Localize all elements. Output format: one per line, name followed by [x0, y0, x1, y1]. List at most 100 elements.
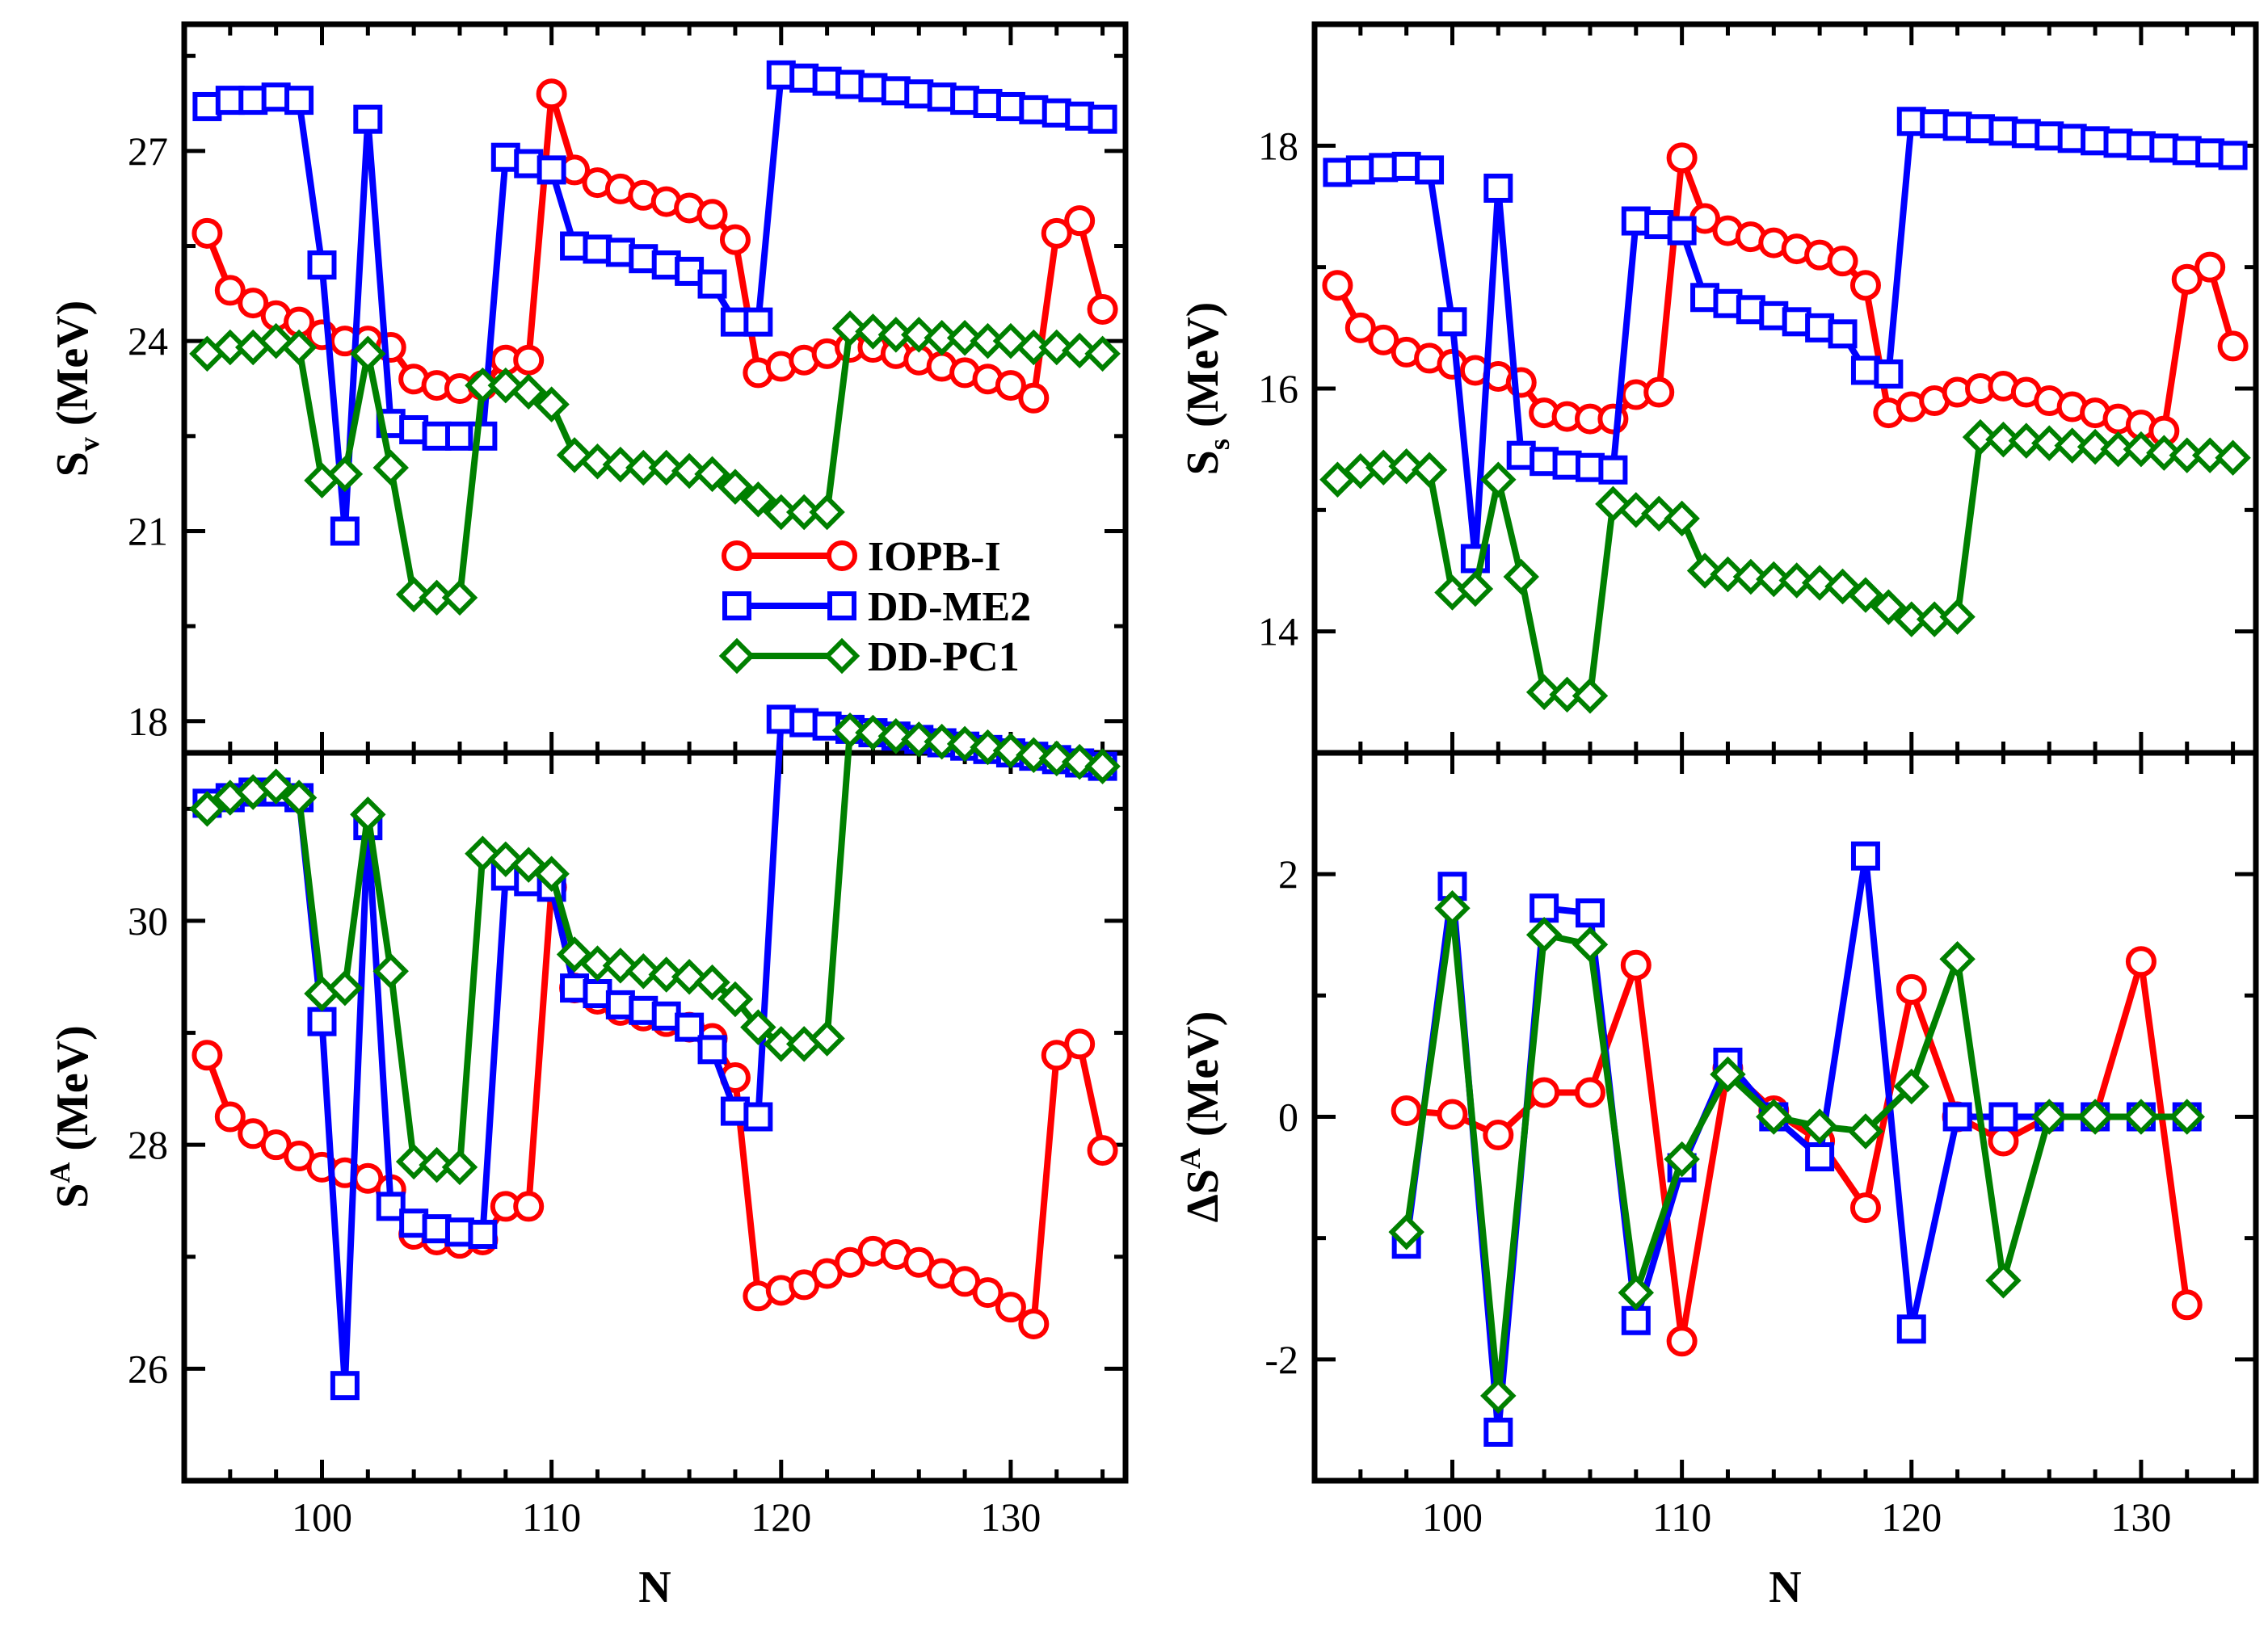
data-point	[2034, 121, 2064, 151]
x-axis-label: N	[1769, 1562, 1801, 1612]
data-point	[809, 1020, 845, 1057]
data-point	[2195, 138, 2225, 168]
y-axis-label: Sv (MeV)	[48, 301, 105, 477]
data-point	[1016, 329, 1052, 366]
data-point	[1572, 678, 1609, 714]
data-point	[1850, 355, 1880, 385]
y-tick-label: 27	[128, 128, 168, 174]
data-point	[214, 1101, 246, 1133]
data-point	[1618, 492, 1655, 528]
data-point	[533, 386, 570, 422]
legend-label: DD-PC1	[868, 634, 1020, 680]
data-point	[1525, 674, 1563, 711]
data-point	[422, 1214, 452, 1244]
data-point	[465, 367, 501, 404]
data-point	[1621, 1305, 1651, 1335]
data-point	[2171, 263, 2203, 295]
data-point	[697, 1035, 727, 1065]
y-tick-label: 26	[128, 1346, 168, 1391]
data-point	[995, 91, 1025, 121]
plot-frame	[181, 750, 1129, 1484]
data-point	[1896, 973, 1927, 1005]
data-point	[1411, 452, 1448, 488]
x-tick-label: 110	[522, 1494, 581, 1540]
data-point	[2146, 435, 2182, 471]
data-point	[372, 953, 409, 990]
data-point	[831, 712, 869, 749]
data-point	[602, 446, 639, 483]
data-point	[2123, 1099, 2160, 1135]
x-axis-label: N	[638, 1562, 671, 1612]
data-point	[625, 953, 662, 990]
data-point	[1849, 1192, 1881, 1224]
data-point	[238, 288, 269, 319]
x-tick-label: 120	[751, 1494, 811, 1540]
data-point	[1828, 319, 1858, 349]
data-point	[2077, 1099, 2114, 1135]
data-point	[533, 855, 570, 892]
legend-marker	[823, 637, 860, 675]
data-point	[1483, 1417, 1513, 1447]
data-point	[1503, 558, 1539, 595]
data-point	[970, 322, 1006, 359]
series-IOPB-I	[191, 78, 1118, 414]
data-point	[1437, 1099, 1468, 1130]
data-point	[1801, 565, 1838, 601]
data-point	[1041, 217, 1072, 249]
data-point	[444, 421, 474, 451]
data-point	[1064, 205, 1096, 237]
y-tick-label: 18	[1258, 123, 1298, 168]
series-line	[204, 884, 1106, 1327]
data-point	[1344, 312, 1376, 343]
legend-marker	[827, 540, 857, 571]
data-point	[2191, 437, 2228, 473]
data-point	[330, 1371, 360, 1401]
data-point	[625, 449, 662, 486]
data-point	[1870, 589, 1907, 625]
data-point	[1988, 1125, 2019, 1157]
data-point	[1061, 332, 1098, 369]
series-line	[1336, 118, 2234, 562]
data-point	[1621, 206, 1651, 236]
legend-item: DD-ME2	[722, 584, 1031, 630]
data-point	[831, 310, 869, 347]
data-point	[1434, 889, 1471, 927]
data-point	[1939, 941, 1976, 977]
data-point	[1732, 558, 1769, 595]
data-point	[924, 723, 960, 760]
data-point	[1664, 1141, 1700, 1178]
data-point	[946, 725, 983, 763]
y-tick-label: 24	[128, 318, 168, 364]
data-point	[307, 250, 337, 280]
legend-item: IOPB-I	[722, 534, 1001, 580]
data-point	[326, 969, 364, 1007]
y-tick-label: -2	[1264, 1337, 1298, 1382]
data-point	[1525, 917, 1563, 953]
data-point	[536, 78, 567, 110]
series-DD-ME2	[192, 60, 1117, 546]
data-point	[2218, 141, 2248, 170]
data-point	[1549, 676, 1585, 713]
data-point	[350, 335, 386, 372]
legend-label: IOPB-I	[868, 534, 1001, 580]
data-point	[1572, 927, 1609, 963]
data-point	[1061, 743, 1098, 780]
y-axis-label: Ss (MeV)	[1178, 302, 1235, 476]
data-point	[350, 796, 386, 833]
legend-item: DD-PC1	[718, 634, 1020, 680]
data-point	[1391, 1095, 1422, 1126]
data-point	[1778, 562, 1815, 599]
data-point	[1782, 307, 1811, 337]
data-point	[2217, 330, 2249, 362]
data-point	[901, 317, 937, 353]
data-point	[468, 421, 498, 451]
data-point	[419, 1146, 455, 1183]
data-point	[1874, 359, 1904, 389]
data-point	[1664, 500, 1700, 537]
data-point	[1643, 376, 1675, 408]
data-point	[1087, 293, 1118, 325]
data-point	[1530, 893, 1559, 923]
data-point	[717, 469, 754, 505]
data-point	[1368, 324, 1399, 355]
